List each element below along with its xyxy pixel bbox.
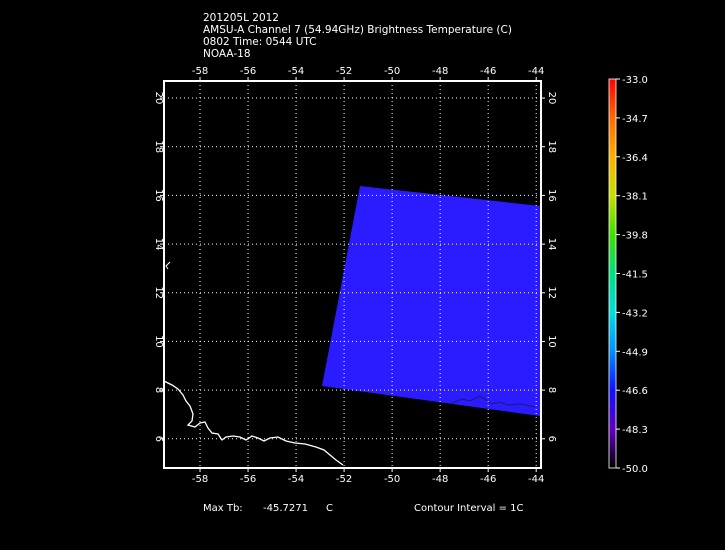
colorbar-labels: -33.0 -34.7 -36.4 -38.1 -39.8 -41.5 -43.2 -44.9… — [616, 75, 648, 475]
lat-label-left: 18 — [153, 140, 164, 153]
lat-label-right: 10 — [546, 335, 557, 348]
lat-label-right: 12 — [546, 286, 557, 299]
lat-label-right: 18 — [546, 140, 557, 153]
title-storm-id: 201205L 2012 — [203, 12, 279, 24]
colorbar-label: -43.2 — [622, 308, 648, 319]
lat-label-right: 6 — [546, 436, 557, 442]
lon-label-bottom: -52 — [336, 474, 352, 485]
max-tb-value: -45.7271 — [263, 503, 308, 514]
lat-label-right: 8 — [546, 387, 557, 393]
lat-label-left: 16 — [153, 189, 164, 202]
swath-coastline — [449, 395, 536, 408]
lon-label-top: -54 — [288, 66, 304, 77]
contour-interval: Contour Interval = 1C — [414, 503, 524, 514]
lon-label-bottom: -46 — [480, 474, 496, 485]
map-frame — [163, 80, 542, 469]
lon-label-top: -56 — [240, 66, 256, 77]
lon-label-top: -52 — [336, 66, 352, 77]
lon-label-top: -48 — [432, 66, 448, 77]
title-time: 0802 Time: 0544 UTC — [203, 36, 317, 48]
title-channel: AMSU-A Channel 7 (54.94GHz) Brightness T… — [203, 24, 512, 36]
lat-label-right: 14 — [546, 238, 557, 251]
coastline — [163, 380, 344, 466]
lat-label-left: 6 — [153, 436, 164, 442]
lat-label-left: 14 — [153, 238, 164, 251]
lat-label-left: 12 — [153, 286, 164, 299]
title-satellite: NOAA-18 — [203, 48, 251, 60]
lon-label-bottom: -44 — [528, 474, 544, 485]
lon-label-top: -44 — [528, 66, 544, 77]
colorbar-label: -34.7 — [622, 114, 648, 125]
colorbar-label: -46.6 — [622, 386, 648, 397]
lon-label-bottom: -50 — [384, 474, 400, 485]
island-outline — [165, 261, 171, 270]
lat-label-left: 20 — [153, 92, 164, 105]
lon-label-bottom: -56 — [240, 474, 256, 485]
lat-label-right: 20 — [546, 92, 557, 105]
lon-label-bottom: -54 — [288, 474, 304, 485]
max-tb-unit: C — [326, 503, 333, 514]
lon-label-top: -58 — [192, 66, 208, 77]
lat-label-left: 8 — [153, 387, 164, 393]
lat-label-right: 16 — [546, 189, 557, 202]
lat-lon-grid — [160, 77, 545, 472]
lon-label-top: -50 — [384, 66, 400, 77]
colorbar-label: -50.0 — [622, 464, 648, 475]
lon-label-top: -46 — [480, 66, 496, 77]
max-tb-label: Max Tb: — [203, 503, 243, 514]
colorbar-label: -48.3 — [622, 425, 648, 436]
lat-label-left: 10 — [153, 335, 164, 348]
colorbar — [608, 78, 617, 469]
colorbar-label: -33.0 — [622, 75, 648, 86]
colorbar-label: -36.4 — [622, 153, 648, 164]
colorbar-label: -41.5 — [622, 270, 648, 281]
colorbar-label: -38.1 — [622, 192, 648, 203]
lon-label-bottom: -48 — [432, 474, 448, 485]
satellite-swath — [322, 186, 540, 416]
colorbar-label: -39.8 — [622, 231, 648, 242]
colorbar-label: -44.9 — [622, 347, 648, 358]
axis-tick-labels: -58 -58 -56 -56 -54 -54 -52 -52 -50 -50 -48 -48 -46 -… — [153, 66, 557, 485]
lon-label-bottom: -58 — [192, 474, 208, 485]
